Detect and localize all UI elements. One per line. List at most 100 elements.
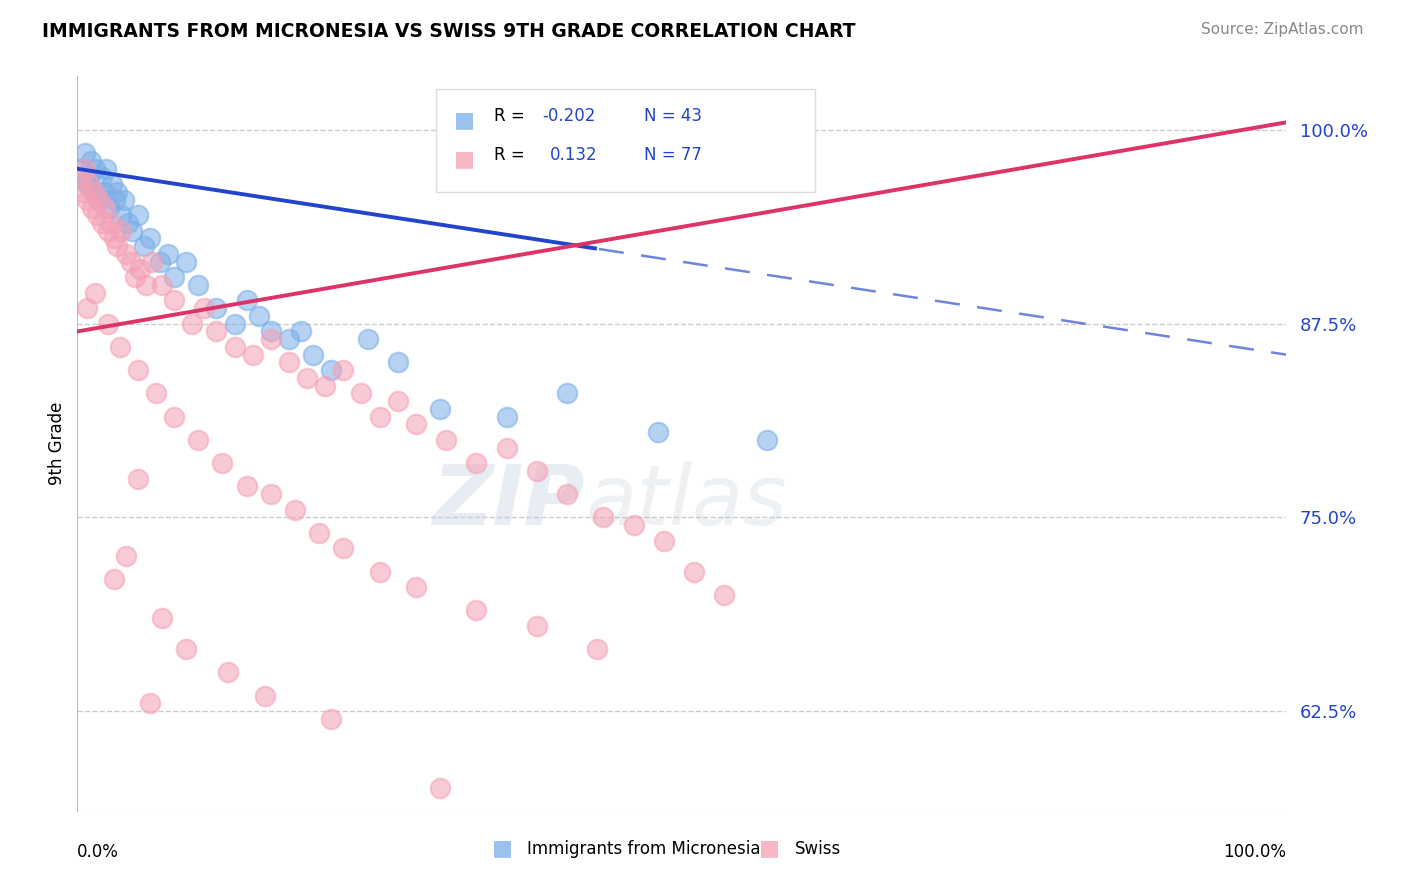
Point <box>87 193 110 207</box>
Point <box>97 201 120 215</box>
Point <box>247 309 270 323</box>
Text: R =: R = <box>494 107 530 125</box>
Point <box>623 518 645 533</box>
Point <box>135 277 157 292</box>
Point <box>103 231 125 245</box>
Point <box>127 208 149 222</box>
Text: Immigrants from Micronesia: Immigrants from Micronesia <box>527 840 761 858</box>
Point <box>129 262 152 277</box>
Point <box>87 193 110 207</box>
Point <box>429 781 451 796</box>
Point <box>73 146 96 161</box>
Point <box>104 193 127 207</box>
Point <box>96 224 118 238</box>
Point <box>205 301 228 316</box>
Point <box>465 456 488 470</box>
Point <box>284 502 307 516</box>
Point <box>332 363 354 377</box>
Text: N = 43: N = 43 <box>644 107 702 125</box>
Point <box>555 386 578 401</box>
Point <box>235 479 257 493</box>
Point <box>114 549 136 563</box>
Point <box>157 247 180 261</box>
Point <box>368 565 391 579</box>
Point <box>193 301 215 316</box>
Point <box>332 541 354 556</box>
Point <box>526 619 548 633</box>
Point <box>434 433 457 447</box>
Text: ■: ■ <box>454 149 475 169</box>
Point <box>69 169 91 184</box>
Point <box>163 293 186 308</box>
Text: N = 77: N = 77 <box>644 146 702 164</box>
Point <box>278 355 301 369</box>
Text: Source: ZipAtlas.com: Source: ZipAtlas.com <box>1201 22 1364 37</box>
Point <box>117 216 139 230</box>
Text: Swiss: Swiss <box>794 840 841 858</box>
Point <box>93 185 115 199</box>
Y-axis label: 9th Grade: 9th Grade <box>48 402 66 485</box>
Point <box>174 642 197 657</box>
Point <box>79 154 101 169</box>
Point <box>321 712 343 726</box>
Point <box>150 611 173 625</box>
Point <box>495 409 517 424</box>
Text: ■: ■ <box>454 110 475 129</box>
Point <box>84 161 107 176</box>
Point <box>356 332 378 346</box>
Point <box>368 409 391 424</box>
Text: 100.0%: 100.0% <box>1223 843 1286 861</box>
Point <box>187 433 209 447</box>
Point <box>73 161 96 176</box>
Point <box>114 193 136 207</box>
Point <box>495 441 517 455</box>
Point <box>405 580 427 594</box>
Point <box>127 472 149 486</box>
Point <box>260 487 283 501</box>
Point <box>683 565 706 579</box>
Point <box>96 161 118 176</box>
Point <box>260 325 283 339</box>
Point <box>755 433 778 447</box>
Point <box>405 417 427 432</box>
Point <box>205 325 228 339</box>
Point <box>308 525 330 540</box>
Point <box>592 510 614 524</box>
Point <box>96 317 118 331</box>
Point <box>76 178 98 192</box>
Point <box>242 348 264 362</box>
Point <box>132 239 155 253</box>
Point <box>103 572 125 586</box>
Point <box>110 224 132 238</box>
Point <box>79 178 101 192</box>
Point <box>83 185 105 199</box>
Point <box>150 277 173 292</box>
Point <box>124 270 146 285</box>
Text: 0.132: 0.132 <box>550 146 598 164</box>
Point <box>290 325 312 339</box>
Point <box>163 270 186 285</box>
Point <box>526 464 548 478</box>
Text: ZIP: ZIP <box>433 461 585 542</box>
Point <box>314 378 336 392</box>
Point <box>163 409 186 424</box>
Point <box>94 201 117 215</box>
Point <box>465 603 488 617</box>
Point <box>174 254 197 268</box>
Point <box>76 301 98 316</box>
Point <box>235 293 257 308</box>
Point <box>105 185 128 199</box>
Text: -0.202: -0.202 <box>543 107 596 125</box>
Point <box>429 401 451 416</box>
Point <box>90 169 112 184</box>
Text: ■: ■ <box>492 838 513 858</box>
Point <box>713 588 735 602</box>
Point <box>127 363 149 377</box>
Point <box>82 185 104 199</box>
Point <box>110 208 132 222</box>
Point <box>145 386 167 401</box>
Point <box>84 285 107 300</box>
Point <box>76 193 98 207</box>
Point <box>647 425 669 439</box>
Point <box>211 456 233 470</box>
